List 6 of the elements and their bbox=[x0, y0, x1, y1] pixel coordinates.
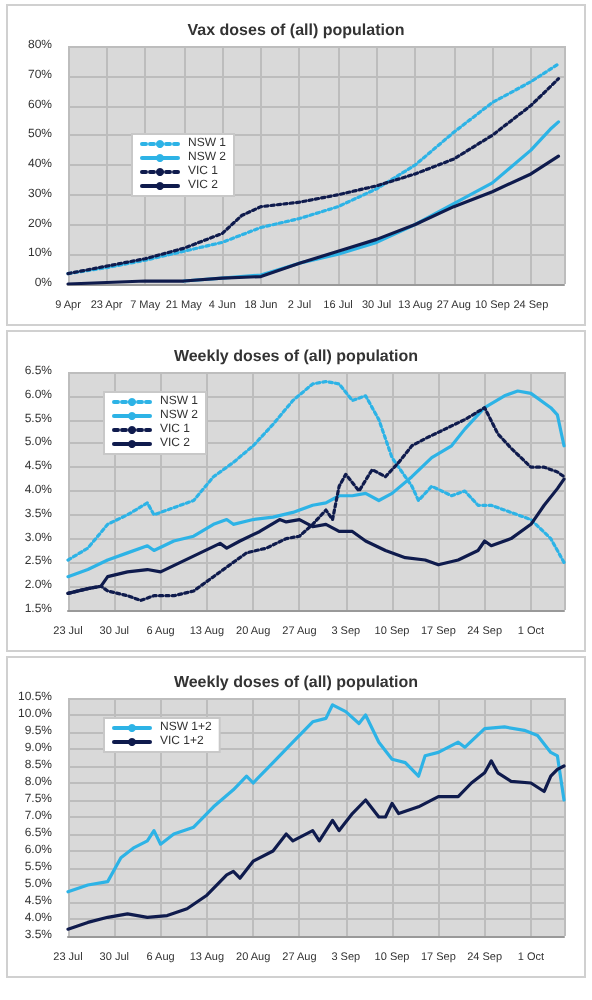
line-series bbox=[66, 759, 566, 931]
chart-title: Vax doses of (all) population bbox=[187, 21, 405, 39]
line-series bbox=[66, 703, 566, 894]
chart-title: Weekly doses of (all) population bbox=[173, 347, 419, 365]
chart-title: Weekly doses of (all) population bbox=[173, 673, 419, 691]
line-series bbox=[66, 154, 561, 286]
